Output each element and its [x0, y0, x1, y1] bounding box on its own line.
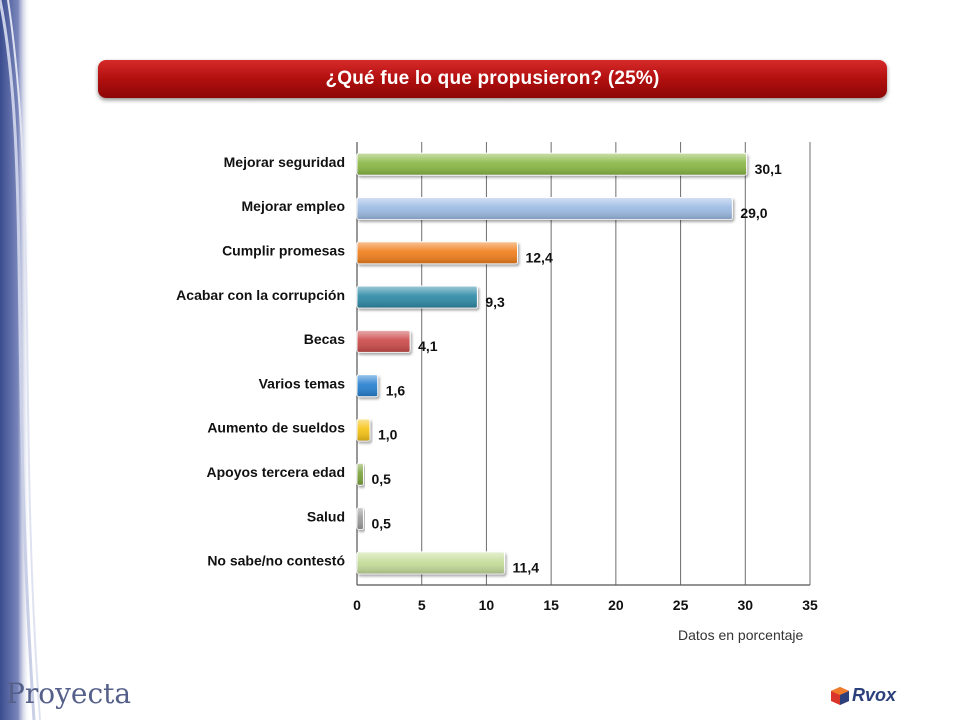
- bar-highlight: [357, 197, 733, 220]
- bar-highlight: [357, 153, 747, 176]
- bar-highlight: [357, 241, 518, 264]
- proyecta-logo: Proyecta: [2, 677, 131, 720]
- category-label: Mejorar empleo: [242, 198, 345, 214]
- category-label: Apoyos tercera edad: [207, 464, 346, 480]
- bar-highlight: [357, 507, 364, 530]
- title-banner: ¿Qué fue lo que propusieron? (25%): [98, 60, 887, 98]
- data-label: 1,0: [378, 427, 398, 443]
- bar-highlight: [357, 330, 411, 353]
- x-tick-label: 10: [479, 597, 495, 613]
- x-tick-label: 0: [353, 597, 361, 613]
- category-label: Aumento de sueldos: [207, 420, 345, 436]
- bar-highlight: [357, 551, 505, 574]
- x-tick-label: 5: [418, 597, 426, 613]
- chart-title: ¿Qué fue lo que propusieron? (25%): [325, 68, 660, 89]
- bar-highlight: [357, 418, 370, 441]
- category-label: Salud: [307, 508, 345, 524]
- data-label: 0,5: [371, 471, 391, 487]
- rvox-cube-icon: [831, 687, 849, 705]
- data-label: 29,0: [740, 205, 767, 221]
- footnote: Datos en porcentaje: [678, 627, 804, 643]
- data-label: 9,3: [485, 294, 505, 310]
- bar-highlight: [357, 374, 378, 397]
- bar-highlight: [357, 286, 478, 309]
- data-label: 0,5: [371, 515, 391, 531]
- category-label: Mejorar seguridad: [224, 154, 345, 170]
- category-label: Acabar con la corrupción: [176, 287, 345, 303]
- x-tick-label: 35: [802, 597, 818, 613]
- category-label: No sabe/no contestó: [207, 553, 345, 569]
- rvox-logo: Rvox: [830, 684, 910, 708]
- category-label: Cumplir promesas: [222, 242, 345, 258]
- x-tick-label: 30: [737, 597, 753, 613]
- data-label: 12,4: [525, 249, 552, 265]
- bar-highlight: [357, 463, 364, 486]
- category-label: Varios temas: [259, 375, 346, 391]
- x-tick-label: 20: [608, 597, 624, 613]
- data-label: 30,1: [755, 161, 782, 177]
- data-label: 1,6: [386, 382, 406, 398]
- data-label: 11,4: [513, 560, 540, 576]
- left-decoration: [0, 0, 41, 720]
- x-tick-label: 25: [673, 597, 689, 613]
- category-label: Becas: [304, 331, 345, 347]
- data-label: 4,1: [418, 338, 438, 354]
- proyecta-logo-text: Proyecta: [6, 677, 132, 710]
- rvox-logo-text: Rvox: [852, 685, 897, 705]
- x-tick-label: 15: [543, 597, 559, 613]
